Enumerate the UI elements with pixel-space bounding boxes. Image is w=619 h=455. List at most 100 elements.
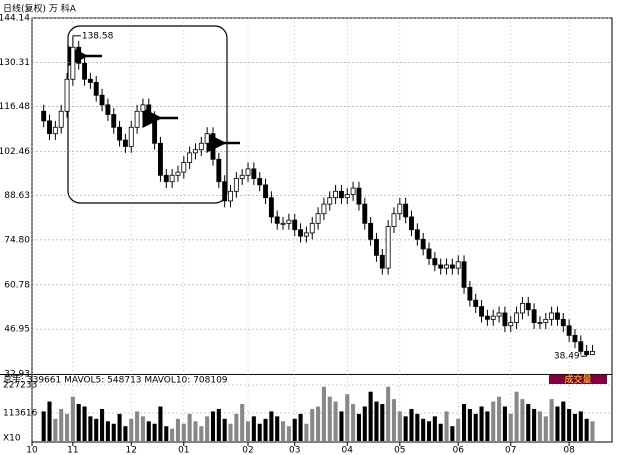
volume-bar	[391, 399, 397, 441]
y-tick-label: 60.78	[4, 280, 30, 290]
y-tick-label: 116.48	[0, 102, 30, 112]
candle-body	[473, 299, 479, 307]
volume-bar	[304, 423, 309, 441]
candle-body	[566, 325, 572, 336]
candle-body	[391, 213, 397, 227]
candle-body	[508, 322, 514, 327]
x-tick-label: 11	[67, 446, 78, 455]
candle-body	[409, 216, 414, 231]
volume-bar	[537, 411, 542, 441]
volume-bar	[444, 411, 449, 441]
volume-bar	[572, 413, 578, 441]
volume-bar	[210, 411, 216, 441]
x-tick-label: 02	[242, 446, 253, 455]
volume-bar	[59, 408, 64, 441]
x-tick-label: 05	[394, 446, 405, 455]
candle-body	[368, 222, 374, 240]
x-tick-label: 08	[563, 446, 575, 455]
volume-bar	[508, 413, 513, 441]
volume-bar	[386, 386, 391, 441]
candle-body	[590, 350, 595, 355]
volume-bar	[532, 408, 537, 441]
candle-body	[449, 264, 455, 269]
volume-bar	[281, 421, 286, 441]
volume-bar	[409, 408, 414, 441]
candle-body	[549, 312, 555, 320]
volume-bar	[415, 413, 420, 441]
volume-bar	[105, 421, 110, 441]
volume-bar	[345, 394, 350, 441]
candle-body	[76, 46, 82, 64]
candle-body	[514, 312, 520, 323]
candle-body	[128, 126, 134, 147]
low-annotation: 38.49	[554, 352, 580, 362]
volume-bar	[321, 386, 326, 441]
candle-body	[461, 261, 467, 288]
volume-bar	[64, 413, 70, 441]
volume-bar	[327, 396, 332, 441]
candle-body	[584, 350, 590, 355]
candle-body	[93, 82, 99, 96]
candle-body	[181, 162, 187, 173]
volume-bar	[240, 404, 245, 441]
candle-body	[572, 334, 578, 343]
candle-body	[82, 62, 87, 80]
candle-body	[193, 149, 198, 154]
volume-bar	[129, 418, 134, 441]
candle-body	[122, 139, 128, 147]
volume-bar	[567, 408, 572, 441]
x-tick-label: 12	[126, 446, 137, 455]
volume-bar	[426, 421, 432, 441]
volume-bar	[164, 426, 169, 441]
volume-bar	[368, 391, 373, 441]
candle-body	[64, 78, 70, 112]
candle-body	[350, 187, 356, 195]
volume-bar	[234, 413, 239, 441]
candle-body	[379, 254, 385, 269]
candle-body	[251, 168, 257, 179]
volume-bar	[135, 411, 140, 441]
candle-body	[87, 78, 93, 83]
volume-bar	[245, 421, 251, 441]
candle-body	[105, 104, 111, 115]
volume-bar	[543, 416, 548, 441]
candle-body	[333, 190, 339, 199]
volume-bar	[514, 391, 519, 441]
volume-bar	[473, 413, 478, 441]
volume-bar	[292, 418, 297, 441]
y-tick-label: 74.80	[4, 235, 30, 245]
candle-body	[117, 126, 123, 141]
volume-tick-label: 113616	[3, 408, 38, 418]
candle-body	[175, 171, 181, 176]
volume-bar	[257, 423, 262, 441]
candle-body	[298, 229, 304, 237]
candle-body	[245, 168, 251, 176]
candle-body	[47, 120, 52, 135]
x-tick-label: 03	[289, 446, 300, 455]
x-tick-label: 01	[178, 446, 189, 455]
candle-body	[222, 181, 228, 202]
volume-bar	[158, 406, 163, 441]
candle-body	[374, 238, 379, 256]
candle-body	[403, 203, 409, 218]
volume-bar	[590, 421, 595, 441]
volume-bar	[117, 413, 122, 441]
x-tick-label: 07	[505, 446, 516, 455]
candle-body	[420, 238, 426, 250]
high-annotation: 138.58	[82, 31, 114, 41]
candle-body	[70, 46, 76, 80]
highlight-box	[67, 25, 228, 204]
volume-bar	[263, 418, 268, 441]
volume-bar	[362, 406, 367, 441]
volume-bar	[94, 418, 99, 441]
volume-bar	[403, 416, 408, 441]
volume-tick-label: 227233	[3, 380, 37, 390]
y-tick-label: 144.14	[0, 14, 30, 24]
volume-bar	[41, 411, 46, 441]
candle-body	[543, 318, 549, 323]
candle-body	[414, 229, 420, 240]
volume-bar	[520, 399, 525, 441]
y-tick-label: 102.46	[0, 147, 30, 157]
candle-body	[432, 258, 438, 266]
